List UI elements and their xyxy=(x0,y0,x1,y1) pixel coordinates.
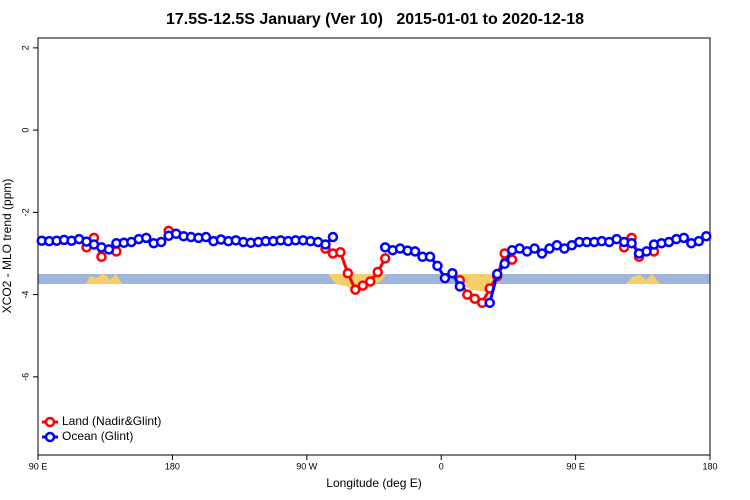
y-tick-label: 2 xyxy=(20,45,30,50)
point xyxy=(141,232,152,244)
y-tick-label: -6 xyxy=(20,373,30,381)
point xyxy=(454,281,466,292)
x-axis-label: Longitude (deg E) xyxy=(326,476,421,490)
chart-title: 17.5S-12.5S January (Ver 10) 2015-01-01 … xyxy=(166,11,584,28)
point xyxy=(379,253,391,264)
point xyxy=(155,236,167,248)
point xyxy=(491,268,503,280)
point xyxy=(678,232,690,244)
x-tick-label: 90 W xyxy=(296,461,318,471)
point xyxy=(701,230,712,242)
point xyxy=(484,297,495,309)
x-tick-label: 90 E xyxy=(566,461,585,471)
point xyxy=(357,280,369,291)
point xyxy=(365,276,376,287)
point xyxy=(342,267,354,279)
point xyxy=(462,289,473,300)
point xyxy=(469,293,481,304)
point xyxy=(536,248,548,259)
x-tick-label: 90 E xyxy=(29,461,48,471)
legend-label: Ocean (Glint) xyxy=(62,429,133,443)
point xyxy=(200,231,212,243)
land-patch xyxy=(86,273,122,284)
legend-marker xyxy=(44,431,56,443)
point xyxy=(372,266,383,278)
point xyxy=(447,267,458,279)
legend-marker xyxy=(44,416,56,428)
plot-frame xyxy=(37,37,711,456)
y-tick-label: -2 xyxy=(20,208,30,216)
legend-label: Land (Nadir&Glint) xyxy=(62,414,161,428)
point xyxy=(693,235,705,247)
point xyxy=(641,246,652,257)
point xyxy=(432,260,443,272)
point xyxy=(320,239,331,250)
y-tick-label: -4 xyxy=(20,291,30,299)
x-tick-label: 180 xyxy=(165,461,180,471)
point xyxy=(439,272,451,284)
point xyxy=(424,251,436,263)
point xyxy=(529,243,540,254)
point xyxy=(327,231,339,243)
point xyxy=(96,251,107,263)
x-tick-label: 180 xyxy=(702,461,717,471)
point xyxy=(626,237,637,249)
x-tick-label: 0 xyxy=(439,461,444,471)
land-patch xyxy=(626,274,660,284)
y-axis-label: XCO2 - MLO trend (ppm) xyxy=(0,179,14,314)
point xyxy=(103,244,115,255)
point xyxy=(499,258,510,270)
y-tick-label: 0 xyxy=(20,128,30,133)
point xyxy=(350,284,361,295)
point xyxy=(335,247,346,258)
point xyxy=(409,246,421,257)
